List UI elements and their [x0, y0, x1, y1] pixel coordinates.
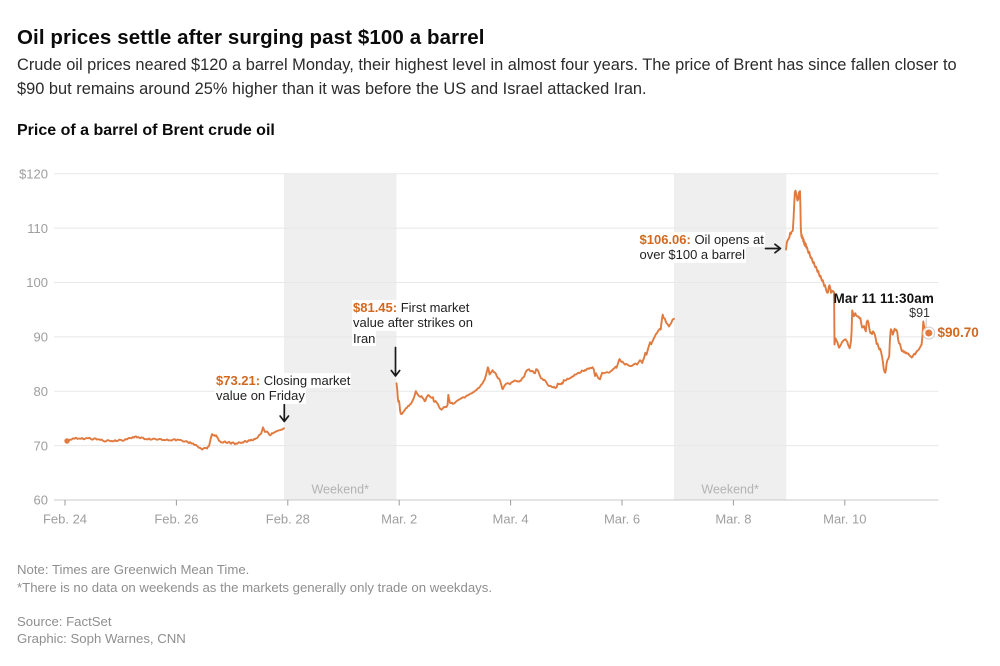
x-axis-label: Mar. 4: [493, 512, 529, 527]
annotation-line-rest: First market: [397, 300, 470, 315]
annotation-line-rest: Closing market: [260, 373, 351, 388]
x-axis-label: Mar. 6: [604, 512, 640, 527]
price-line: [785, 189, 930, 374]
y-axis-label: 90: [34, 330, 48, 345]
right-arrow-icon: [764, 243, 782, 254]
note-line: *There is no data on weekends as the mar…: [17, 579, 493, 595]
chart-title: Price of a barrel of Brent crude oil: [17, 122, 275, 139]
annotation-line: value after strikes on: [352, 315, 474, 331]
x-axis-label: Mar. 8: [715, 512, 751, 527]
x-axis-label: Mar. 10: [823, 512, 866, 527]
source-line: Source: FactSet: [17, 613, 112, 629]
annotation-latest-rounded-value: $91: [909, 305, 930, 320]
y-axis-label: 110: [27, 221, 48, 236]
note-line: Note: Times are Greenwich Mean Time.: [17, 562, 250, 577]
y-axis-label: $120: [19, 166, 48, 181]
dek-line-1: Crude oil prices neared $120 a barrel Mo…: [17, 55, 957, 74]
annotation-value: $81.45:: [353, 300, 398, 315]
series-start-dot: [64, 438, 70, 444]
dek-line-2: $90 but remains around 25% higher than i…: [17, 79, 647, 98]
annotation-line-rest: Oil opens at: [690, 232, 764, 247]
annotation-value: $106.06:: [639, 232, 691, 247]
chart-sources: Source: FactSet Graphic: Soph Warnes, CN…: [17, 613, 186, 648]
y-axis-label: 70: [34, 438, 48, 453]
annotation-line: value on Friday: [215, 388, 306, 404]
chart-notes: Note: Times are Greenwich Mean Time. *Th…: [17, 561, 492, 596]
price-line: [395, 313, 675, 416]
series-end-dot: [925, 329, 933, 337]
x-axis-label: Mar. 2: [381, 512, 417, 527]
y-axis-label: 100: [26, 275, 48, 290]
x-axis-label: Feb. 26: [154, 512, 198, 527]
credit-line: Graphic: Soph Warnes, CNN: [17, 631, 186, 646]
annotation-value: $73.21:: [216, 373, 261, 388]
down-arrow-icon: [390, 346, 401, 377]
annotation-latest-timestamp: Mar 11 11:30am: [833, 290, 934, 306]
down-arrow-icon: [279, 403, 290, 423]
annotation-line: over $100 a barrel: [638, 247, 747, 263]
annotation-line: Iran: [352, 330, 377, 346]
latest-price-label: $90.70: [937, 325, 979, 340]
y-axis-label: 60: [34, 493, 48, 508]
x-axis-label: Feb. 24: [43, 512, 87, 527]
weekend-label: Weekend*: [701, 483, 759, 497]
price-line: [66, 426, 285, 451]
x-axis-label: Feb. 28: [266, 512, 310, 527]
weekend-label: Weekend*: [311, 483, 369, 497]
page-title: Oil prices settle after surging past $10…: [17, 25, 485, 49]
annotation-first-after-strikes: $81.45: First market value after strikes…: [352, 300, 474, 346]
y-axis-label: 80: [34, 384, 48, 399]
annotation-monday-open: $106.06: Oil opens at over $100 a barrel: [638, 232, 765, 263]
annotation-friday-close: $73.21: Closing market value on Friday: [215, 373, 352, 404]
